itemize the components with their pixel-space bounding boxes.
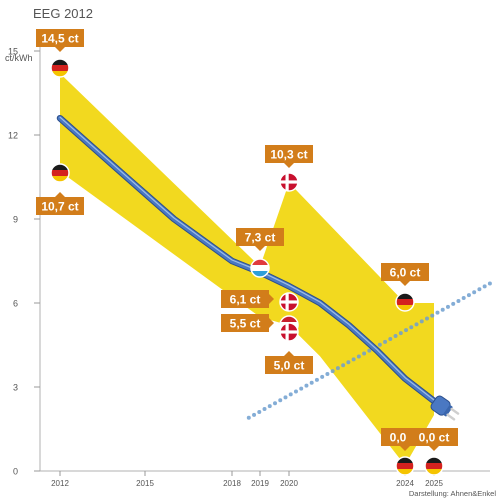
y-tick-label: 0 (13, 467, 18, 477)
dotted-trend-line (246, 281, 492, 420)
price-label-box (381, 263, 429, 281)
price-label-pointer (55, 47, 65, 52)
price-label-box (221, 314, 269, 332)
x-tick-label: 2024 (396, 479, 414, 488)
trend-line (57, 115, 437, 404)
x-tick-label: 2018 (223, 479, 241, 488)
price-label-pointer (269, 318, 274, 328)
price-label-pointer (255, 246, 265, 251)
y-tick-label: 9 (13, 215, 18, 225)
price-label: 6,0 ct (390, 266, 421, 280)
price-label-pointer (400, 446, 410, 451)
germany-flag-icon (50, 58, 70, 78)
credit-text: Darstellung: Ahnen&Enkel (408, 489, 496, 498)
price-label-box (36, 29, 84, 47)
price-label-pointer (284, 163, 294, 168)
x-tick-label: 2019 (251, 479, 269, 488)
trend-line-highlight (59, 116, 435, 401)
price-label: 14,5 ct (41, 32, 78, 46)
germany-flag-icon (50, 163, 70, 183)
y-tick-label: 15 (8, 47, 18, 57)
price-label-pointer (284, 351, 294, 356)
x-tick-label: 2015 (136, 479, 154, 488)
price-label: 5,5 ct (230, 317, 261, 331)
price-label: 10,7 ct (41, 200, 78, 214)
price-label-box (36, 197, 84, 215)
price-label: 5,0 ct (274, 359, 305, 373)
price-label-box (265, 145, 313, 163)
price-label-box (265, 356, 313, 374)
germany-flag-icon (424, 456, 444, 476)
price-label: 6,1 ct (230, 293, 261, 307)
price-label-pointer (55, 192, 65, 197)
price-label-box (221, 290, 269, 308)
price-label: 7,3 ct (245, 231, 276, 245)
price-label-box (236, 228, 284, 246)
price-label: 0,0 ct (419, 431, 450, 445)
price-label-pointer (400, 281, 410, 286)
denmark-flag-icon (279, 322, 299, 342)
x-tick-label: 2012 (51, 479, 69, 488)
luxembourg-flag-icon (250, 258, 270, 278)
y-tick-label: 3 (13, 383, 18, 393)
y-tick-label: 6 (13, 299, 18, 309)
plug-icon (430, 395, 460, 421)
y-axis-label: ct/kWh (5, 53, 33, 63)
x-tick-label: 2020 (280, 479, 298, 488)
price-label-pointer (429, 446, 439, 451)
germany-flag-icon (395, 292, 415, 312)
chart-title: EEG 2012 (33, 6, 93, 21)
price-label: 10,3 ct (270, 148, 307, 162)
denmark-flag-icon (279, 292, 299, 312)
price-label-pointer (269, 294, 274, 304)
price-label-box (410, 428, 458, 446)
denmark-flag-icon (279, 172, 299, 192)
germany-flag-icon (395, 456, 415, 476)
y-tick-label: 12 (8, 131, 18, 141)
x-tick-label: 2025 (425, 479, 443, 488)
